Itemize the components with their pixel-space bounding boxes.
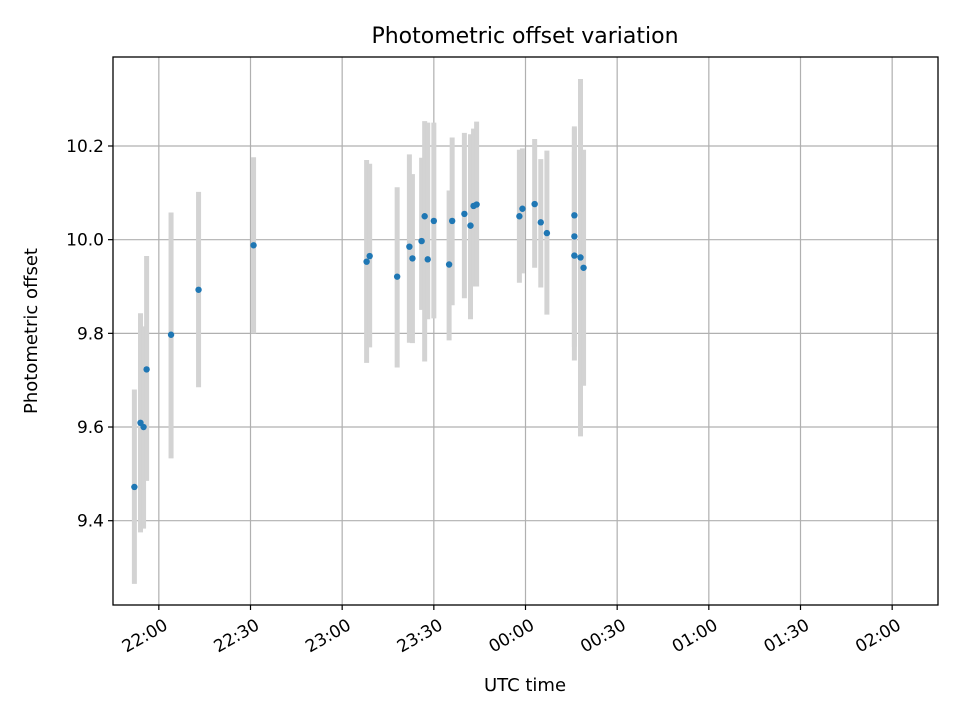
data-point bbox=[131, 483, 138, 491]
gridlines bbox=[113, 57, 938, 605]
data-point bbox=[531, 200, 538, 208]
data-point bbox=[577, 254, 584, 261]
y-tick-label: 9.4 bbox=[77, 512, 104, 532]
data-point bbox=[250, 242, 257, 249]
data-point bbox=[571, 252, 578, 259]
y-axis-label: Photometric offset bbox=[21, 248, 42, 414]
y-tick-label: 9.8 bbox=[77, 324, 104, 344]
data-point bbox=[195, 286, 202, 293]
data-point bbox=[430, 217, 438, 225]
data-point bbox=[448, 217, 456, 225]
data-point bbox=[571, 212, 578, 219]
data-point bbox=[537, 219, 544, 226]
data-point bbox=[473, 201, 480, 208]
data-point bbox=[167, 331, 175, 338]
data-point bbox=[467, 222, 474, 229]
y-tick-label: 9.6 bbox=[77, 418, 104, 438]
data-point bbox=[580, 264, 587, 271]
data-point bbox=[140, 423, 147, 431]
data-point bbox=[143, 366, 150, 373]
data-point bbox=[409, 255, 416, 262]
data-point bbox=[519, 205, 526, 212]
chart-title: Photometric offset variation bbox=[371, 24, 678, 49]
data-point bbox=[571, 233, 578, 240]
data-point bbox=[424, 256, 431, 263]
x-axis-label: UTC time bbox=[484, 675, 566, 696]
data-point bbox=[363, 258, 370, 265]
y-tick-label: 10.0 bbox=[66, 231, 104, 251]
data-point bbox=[445, 261, 453, 268]
data-point bbox=[418, 237, 425, 245]
data-points bbox=[131, 200, 587, 491]
data-point bbox=[543, 229, 551, 237]
y-axis-ticks: 9.4 9.6 9.8 10.0 10.2 bbox=[66, 137, 113, 532]
data-point bbox=[406, 243, 413, 250]
y-tick-label: 10.2 bbox=[66, 137, 104, 157]
data-point bbox=[516, 213, 523, 220]
data-point bbox=[461, 210, 468, 218]
data-point bbox=[366, 252, 373, 260]
data-point bbox=[393, 273, 401, 280]
data-point bbox=[421, 213, 428, 220]
